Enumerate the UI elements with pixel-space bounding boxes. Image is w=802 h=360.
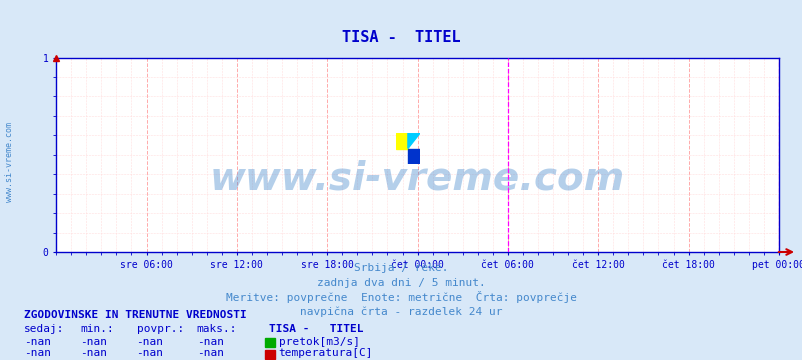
Text: povpr.:: povpr.: xyxy=(136,324,184,334)
Text: www.si-vreme.com: www.si-vreme.com xyxy=(5,122,14,202)
Text: -nan: -nan xyxy=(24,337,51,347)
Bar xyxy=(265,338,275,347)
Text: Meritve: povprečne  Enote: metrične  Črta: povprečje: Meritve: povprečne Enote: metrične Črta:… xyxy=(225,291,577,303)
Bar xyxy=(407,148,419,164)
Text: -nan: -nan xyxy=(80,337,107,347)
Text: www.si-vreme.com: www.si-vreme.com xyxy=(209,159,625,197)
Text: zadnja dva dni / 5 minut.: zadnja dva dni / 5 minut. xyxy=(317,278,485,288)
Text: pretok[m3/s]: pretok[m3/s] xyxy=(278,337,359,347)
Text: -nan: -nan xyxy=(136,337,164,347)
Bar xyxy=(395,133,407,148)
Bar xyxy=(265,350,275,359)
Text: navpična črta - razdelek 24 ur: navpična črta - razdelek 24 ur xyxy=(300,306,502,317)
Text: ZGODOVINSKE IN TRENUTNE VREDNOSTI: ZGODOVINSKE IN TRENUTNE VREDNOSTI xyxy=(24,310,246,320)
Text: temperatura[C]: temperatura[C] xyxy=(278,348,373,359)
Text: -nan: -nan xyxy=(196,348,224,359)
Text: -nan: -nan xyxy=(196,337,224,347)
Text: -nan: -nan xyxy=(80,348,107,359)
Text: -nan: -nan xyxy=(136,348,164,359)
Text: maks.:: maks.: xyxy=(196,324,237,334)
Text: min.:: min.: xyxy=(80,324,114,334)
Text: TISA -   TITEL: TISA - TITEL xyxy=(269,324,363,334)
Text: sedaj:: sedaj: xyxy=(24,324,64,334)
Text: TISA -  TITEL: TISA - TITEL xyxy=(342,30,460,45)
Polygon shape xyxy=(407,133,419,148)
Text: Srbija / reke.: Srbija / reke. xyxy=(354,263,448,273)
Text: -nan: -nan xyxy=(24,348,51,359)
